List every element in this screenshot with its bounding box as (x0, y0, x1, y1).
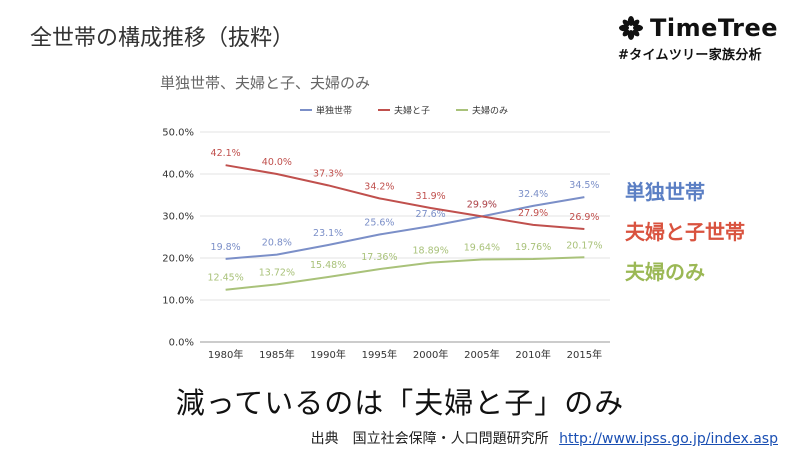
conclusion-text: 減っているのは「夫婦と子」のみ (175, 386, 625, 420)
x-tick-label: 1985年 (259, 348, 294, 361)
series-line (225, 164, 585, 231)
y-tick-label: 50.0% (162, 128, 194, 139)
data-label: 29.9% (467, 199, 497, 210)
data-label: 31.9% (416, 191, 446, 202)
x-tick-label: 1995年 (362, 348, 397, 361)
x-tick-label: 2005年 (464, 348, 499, 361)
source-label: 出典 国立社会保障・人口問題研究所 (310, 431, 549, 447)
slide-title: 全世帯の構成推移（抜粋） (30, 26, 295, 51)
data-label: 40.0% (262, 157, 292, 168)
data-label: 42.1% (211, 148, 241, 159)
y-tick-label: 0.0% (169, 338, 194, 349)
data-label: 13.72% (259, 267, 295, 278)
data-label: 37.3% (313, 168, 343, 179)
legend-entry: 夫婦のみ (472, 105, 508, 117)
y-tick-label: 20.0% (162, 254, 194, 265)
x-tick-label: 2000年 (413, 348, 448, 361)
x-tick-label: 2015年 (567, 348, 602, 361)
data-label: 34.2% (364, 181, 394, 192)
data-label: 32.4% (518, 189, 548, 200)
source-line: 出典 国立社会保障・人口問題研究所 http://www.ipss.go.jp/… (311, 428, 778, 448)
source-link[interactable]: http://www.ipss.go.jp/index.asp (559, 431, 778, 447)
y-tick-label: 10.0% (162, 296, 194, 307)
series-line (225, 256, 585, 291)
data-label: 27.6% (416, 209, 446, 220)
side-label-single: 単独世帯 (625, 180, 705, 204)
data-label: 23.1% (313, 228, 343, 239)
data-label: 18.89% (413, 246, 449, 257)
data-label: 19.64% (464, 243, 500, 254)
side-label-couple-only: 夫婦のみ (625, 260, 705, 284)
x-tick-label: 1990年 (310, 348, 345, 361)
data-label: 17.36% (361, 252, 397, 263)
data-label: 20.17% (566, 240, 602, 251)
data-label: 20.8% (262, 238, 292, 249)
chart-title: 単独世帯、夫婦と子、夫婦のみ (160, 74, 371, 92)
data-label: 29.9% (467, 199, 497, 210)
line-chart: 0.0% 10.0% 20.0% 30.0% 40.0% 50.0% 1980年 1985年 1… (162, 105, 610, 361)
data-label: 19.8% (211, 242, 241, 253)
y-tick-label: 40.0% (162, 170, 194, 181)
data-label: 34.5% (569, 180, 599, 191)
brand-block: TimeTree #タイムツリー家族分析 (618, 14, 778, 63)
brand-hashtag: #タイムツリー家族分析 (617, 48, 762, 63)
legend-entry: 単独世帯 (316, 105, 352, 117)
data-label: 12.45% (208, 273, 244, 284)
data-label: 15.48% (310, 260, 346, 271)
legend-entry: 夫婦と子 (394, 105, 430, 117)
leaf-clover-icon (618, 16, 643, 40)
series-line (225, 196, 585, 260)
data-label: 19.76% (515, 242, 551, 253)
data-label: 27.9% (518, 208, 548, 219)
x-tick-label: 1980年 (208, 348, 243, 361)
brand-name: TimeTree (649, 14, 778, 42)
data-label: 25.6% (364, 217, 394, 228)
side-labels: 単独世帯 夫婦と子世帯 夫婦のみ (625, 172, 745, 292)
data-label: 26.9% (569, 212, 599, 223)
y-tick-label: 30.0% (162, 212, 194, 223)
x-tick-label: 2010年 (515, 348, 550, 361)
side-label-couple-child: 夫婦と子世帯 (625, 220, 745, 244)
